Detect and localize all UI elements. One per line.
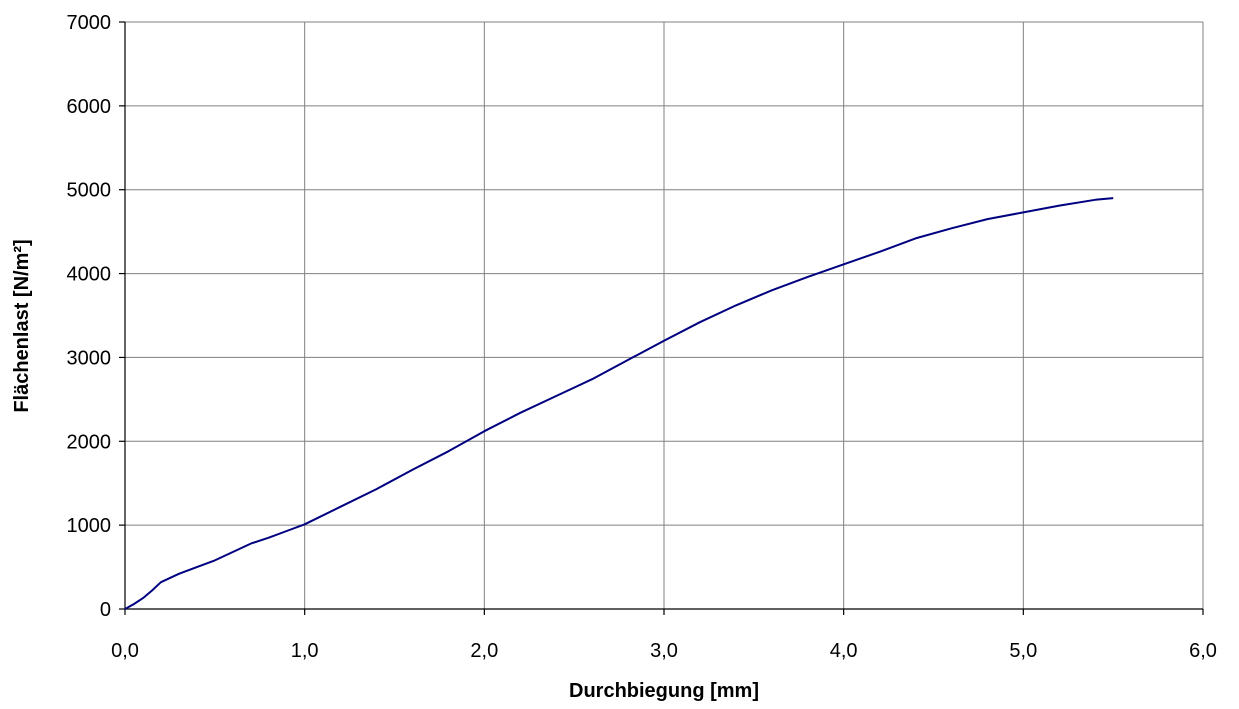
x-tick-label: 1,0 bbox=[291, 640, 319, 662]
series-line bbox=[124, 197, 1114, 610]
y-tick-label: 4000 bbox=[67, 264, 112, 286]
gridlines bbox=[125, 21, 1204, 609]
y-axis-title: Flächenlast [N/m²] bbox=[11, 239, 33, 412]
y-tick-label: 0 bbox=[100, 599, 111, 621]
x-tick-label: 6,0 bbox=[1189, 640, 1217, 662]
y-tick-label: 6000 bbox=[67, 96, 112, 118]
x-tick-label: 3,0 bbox=[650, 640, 678, 662]
y-tick-label: 3000 bbox=[67, 347, 112, 369]
x-tick-label: 4,0 bbox=[830, 640, 858, 662]
x-tick-label: 0,0 bbox=[111, 640, 139, 662]
x-axis-title: Durchbiegung [mm] bbox=[569, 680, 759, 702]
x-tick-label: 2,0 bbox=[470, 640, 498, 662]
x-tick-label: 5,0 bbox=[1009, 640, 1037, 662]
y-tick-label: 7000 bbox=[67, 12, 112, 34]
y-tick-label: 1000 bbox=[67, 515, 112, 537]
axes bbox=[119, 21, 1204, 615]
y-tick-label: 5000 bbox=[67, 180, 112, 202]
y-tick-label: 2000 bbox=[67, 431, 112, 453]
series-layer bbox=[124, 197, 1114, 610]
tick-labels: 0,0 1,0 2,0 3,0 4,0 5,0 6,0 0 1000 2000 3000 4000 50… bbox=[67, 12, 1217, 662]
